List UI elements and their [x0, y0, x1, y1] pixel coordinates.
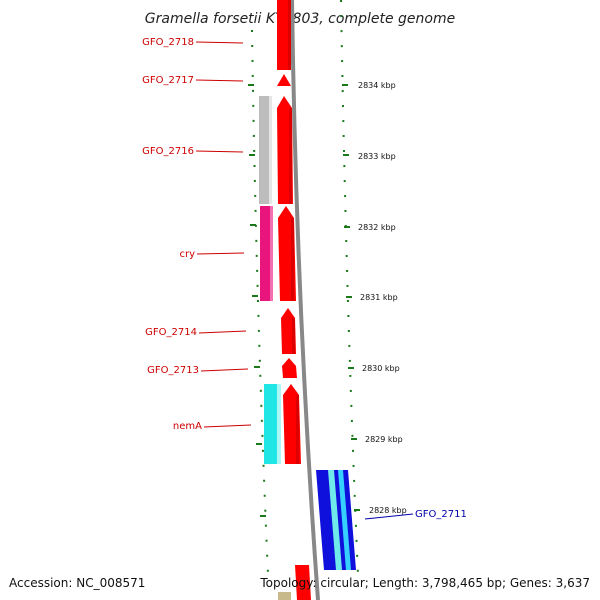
blue-track-outer [316, 470, 338, 570]
cds-arrow-gfo-2716 [277, 96, 293, 204]
outer-tick-marks [342, 84, 360, 511]
blue-track-inner [328, 470, 343, 570]
leader-line-nema [203, 424, 252, 428]
leader-line-gfo-2718 [195, 41, 244, 44]
blue-track-highlight [338, 470, 351, 570]
tick-label-2831: 2831 kbp [360, 293, 398, 302]
tick-label-2832: 2832 kbp [358, 223, 396, 232]
gene-label-gfo-2711: GFO_2711 [415, 509, 467, 520]
cds-arrow-gfo-2713 [282, 358, 297, 378]
gene-label-gfo-2717: GFO_2717 [142, 75, 194, 86]
cds-arrow-bottom [295, 565, 311, 600]
leader-line-gfo-2711 [364, 513, 414, 520]
gene-label-gfo-2716: GFO_2716 [142, 146, 194, 157]
map-title: Gramella forsetii KT0803, complete genom… [145, 11, 455, 27]
gray-track [259, 96, 272, 204]
genome-summary-text: Topology: circular; Length: 3,798,465 bp… [260, 576, 590, 590]
gene-label-gfo-2718: GFO_2718 [142, 37, 194, 48]
gene-label-gfo-2713: GFO_2713 [147, 365, 199, 376]
gray-track-shade [269, 96, 272, 204]
accession-text: Accession: NC_008571 [9, 576, 146, 590]
gene-labels: GFO_2718 GFO_2717 GFO_2716 cry GFO_2714 … [142, 37, 467, 520]
cds-arrow-gfo-2718 [277, 0, 291, 70]
tick-label-2828: 2828 kbp [369, 506, 407, 515]
cyan-track-shade [277, 384, 281, 464]
genome-backbone [290, 0, 320, 600]
cds-arrow-cry [278, 206, 296, 301]
bottom-feature-stub [278, 592, 291, 600]
cds-arrow-gfo-2717 [277, 74, 291, 86]
leader-line-gfo-2717 [195, 79, 244, 82]
tick-label-2834: 2834 kbp [358, 81, 396, 90]
cyan-track [264, 384, 281, 464]
cds-arrow-nema [283, 384, 301, 464]
tick-labels: 2834 kbp 2833 kbp 2832 kbp 2831 kbp 2830… [358, 81, 407, 515]
leader-line-gfo-2714 [198, 330, 247, 334]
gene-label-gfo-2714: GFO_2714 [145, 327, 197, 338]
feature-tracks [259, 96, 356, 570]
tick-label-2830: 2830 kbp [362, 364, 400, 373]
tick-label-2829: 2829 kbp [365, 435, 403, 444]
inner-dotted-ring [251, 29, 269, 576]
magenta-track-shade [270, 206, 273, 301]
gene-label-nema: nemA [173, 421, 202, 432]
leader-line-gfo-2716 [195, 150, 244, 153]
gene-label-cry: cry [179, 249, 195, 260]
cds-arrow-gfo-2714 [281, 308, 296, 354]
tick-label-2833: 2833 kbp [358, 152, 396, 161]
cds-arrows [277, 0, 311, 600]
leader-line-cry [196, 252, 245, 255]
inner-tick-marks [248, 84, 266, 517]
magenta-track [260, 206, 273, 301]
leader-line-gfo-2713 [200, 368, 249, 372]
cds-arrow-shading [288, 0, 299, 464]
